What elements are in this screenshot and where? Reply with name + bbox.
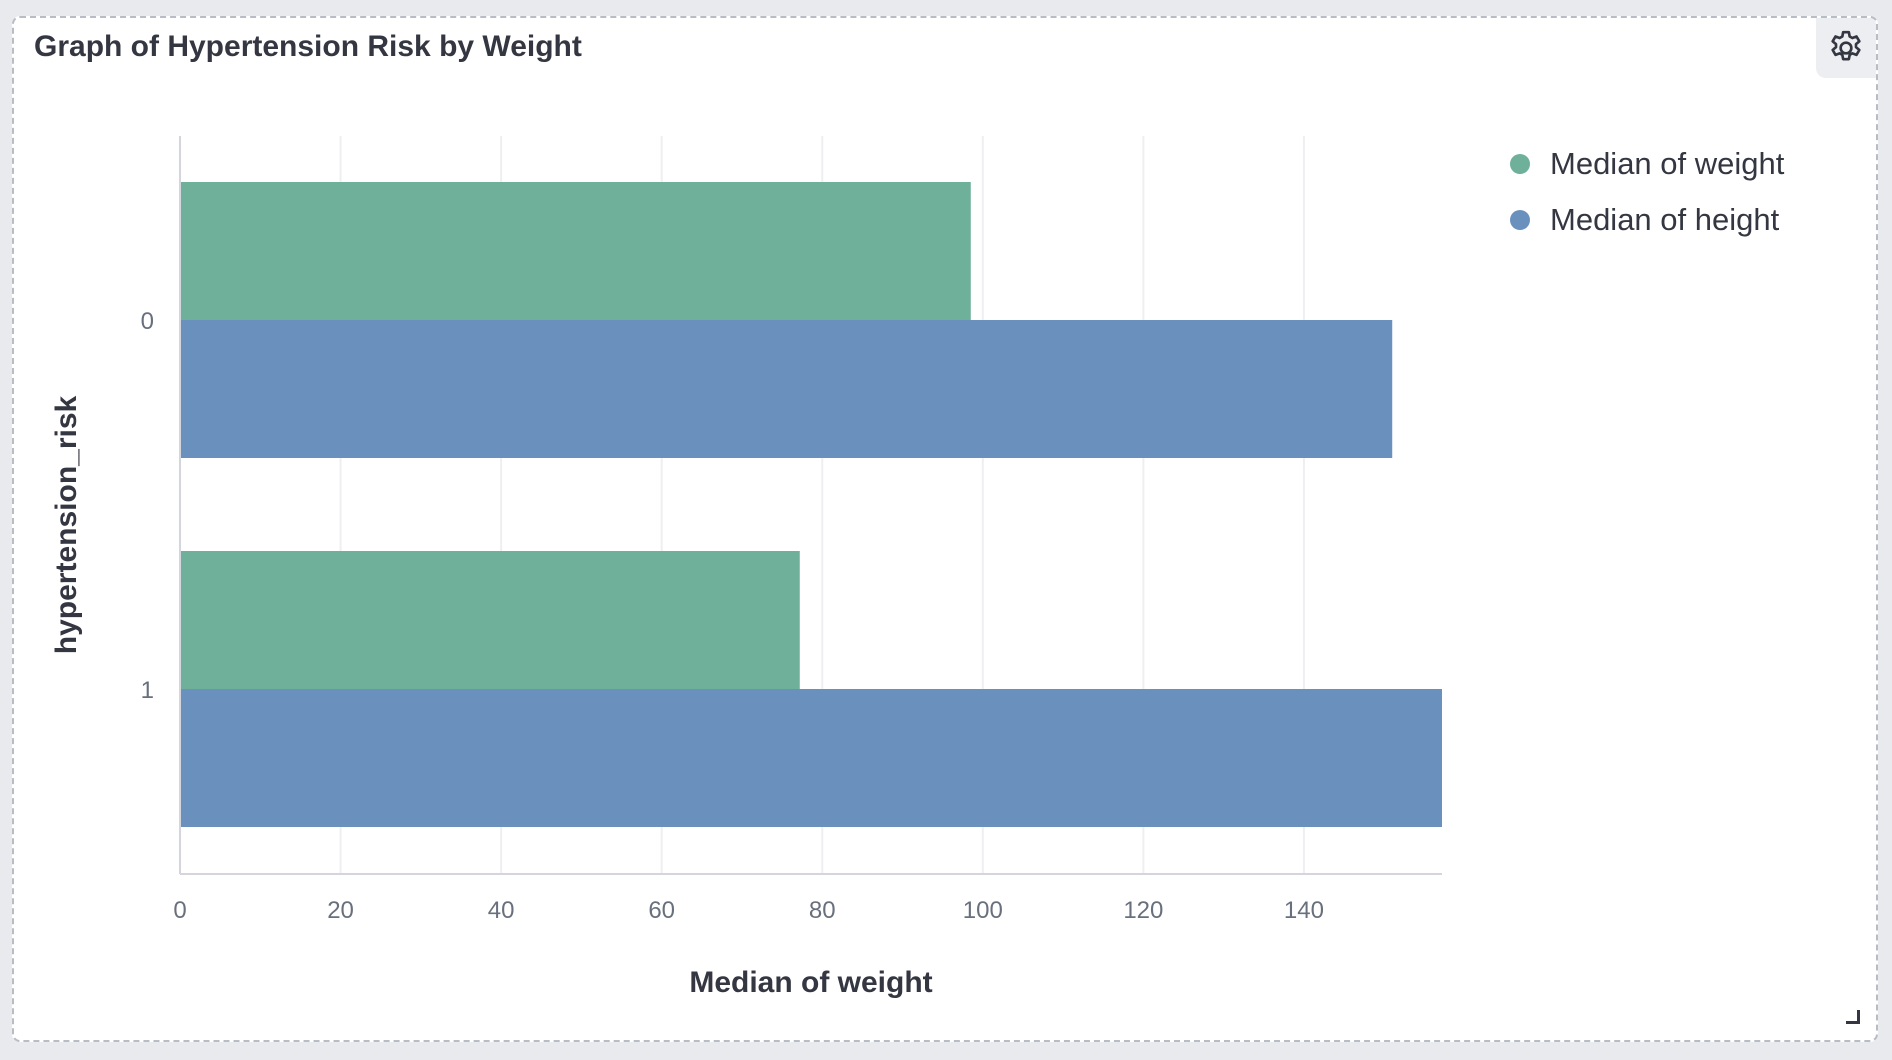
x-tick-label-140: 140 [1284, 897, 1324, 924]
x-tick-label-0: 0 [173, 897, 186, 924]
bar-weight-risk-0[interactable] [180, 182, 971, 320]
legend-height-dot-icon [1510, 210, 1530, 230]
x-axis-title: Median of weight [689, 966, 932, 999]
panel-options-button[interactable] [1816, 18, 1876, 78]
x-tick-label-60: 60 [648, 897, 675, 924]
chart-legend: Median of weight Median of height [1510, 136, 1784, 248]
x-tick-label-100: 100 [963, 897, 1003, 924]
bar-height-risk-1[interactable] [180, 689, 1442, 827]
resize-handle-icon[interactable] [1846, 1010, 1860, 1024]
bars [180, 182, 1442, 827]
bar-weight-risk-1[interactable] [180, 551, 800, 689]
legend-weight-dot-icon [1510, 154, 1530, 174]
bar-height-risk-0[interactable] [180, 320, 1393, 458]
legend-weight-label: Median of weight [1550, 146, 1785, 181]
legend-item-height[interactable]: Median of height [1510, 192, 1784, 248]
legend-item-weight[interactable]: Median of weight [1510, 136, 1784, 192]
y-axis-title: hypertension_risk [50, 395, 83, 654]
gear-icon [1831, 30, 1861, 61]
x-tick-label-40: 40 [488, 897, 515, 924]
y-tick-label-1: 1 [141, 677, 154, 704]
legend-height-label: Median of height [1550, 202, 1780, 237]
x-tick-label-120: 120 [1123, 897, 1163, 924]
bar-chart: 0 20 40 60 80 100 120 140 0 1 Median of weight hy… [50, 136, 1442, 999]
x-tick-label-80: 80 [809, 897, 836, 924]
y-tick-label-0: 0 [141, 308, 154, 335]
panel-title: Graph of Hypertension Risk by Weight [34, 30, 582, 63]
axes: 0 20 40 60 80 100 120 140 0 1 [141, 136, 1442, 924]
x-tick-label-20: 20 [327, 897, 354, 924]
chart-panel: Graph of Hypertension Risk by Weight 0 20… [12, 16, 1878, 1042]
